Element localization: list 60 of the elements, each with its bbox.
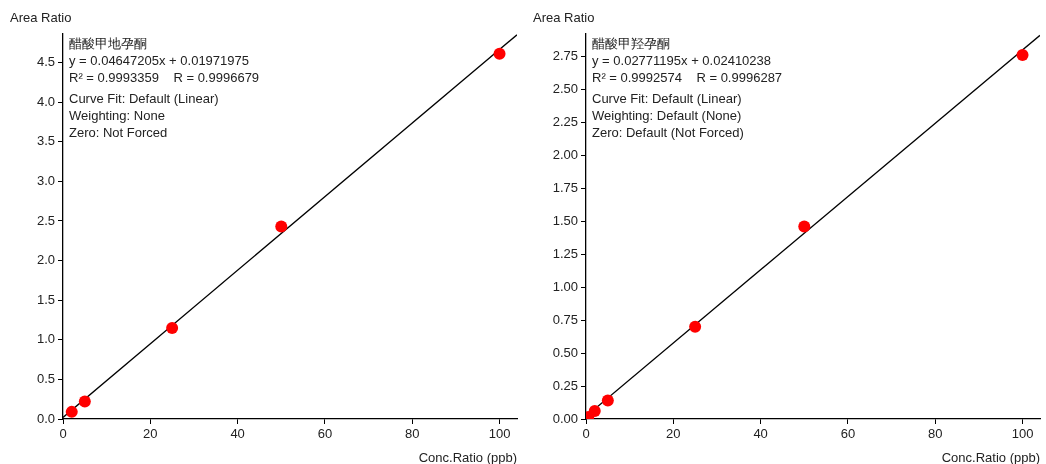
x-tick-label: 0 bbox=[59, 426, 67, 442]
y-tick-label: 0.5 bbox=[36, 370, 55, 386]
point bbox=[601, 394, 614, 407]
x-axis-title: Conc.Ratio (ppb) bbox=[418, 450, 517, 464]
y-tick-label: 1.00 bbox=[552, 278, 578, 294]
y-tick-label: 0.00 bbox=[552, 410, 578, 426]
x-axis-title: Conc.Ratio (ppb) bbox=[941, 450, 1040, 464]
y-axis-title: Area Ratio bbox=[533, 10, 595, 25]
annotation: 醋酸甲地孕酮 bbox=[69, 36, 147, 51]
annotation: y = 0.02771195x + 0.02410238 bbox=[592, 53, 772, 68]
y-tick-label: 2.50 bbox=[552, 80, 578, 96]
x-tick-label: 100 bbox=[1011, 426, 1034, 442]
point bbox=[588, 405, 601, 418]
x-tick-label: 60 bbox=[840, 426, 856, 442]
annotation: Curve Fit: Default (Linear) bbox=[69, 91, 219, 106]
annotation: Weighting: Default (None) bbox=[592, 108, 742, 123]
y-tick-label: 0.50 bbox=[552, 344, 578, 360]
point bbox=[65, 405, 78, 418]
y-tick-label: 0.75 bbox=[552, 311, 578, 327]
y-tick-label: 1.5 bbox=[36, 291, 55, 307]
x-tick-label: 0 bbox=[582, 426, 590, 442]
annotation: Zero: Default (Not Forced) bbox=[592, 125, 744, 140]
annotation: 醋酸甲羟孕酮 bbox=[592, 36, 670, 51]
y-tick-label: 2.75 bbox=[552, 47, 578, 63]
y-tick-label: 1.75 bbox=[552, 179, 578, 195]
y-tick-label: 3.5 bbox=[36, 133, 55, 149]
annotation: y = 0.04647205x + 0.01971975 bbox=[69, 53, 249, 68]
y-tick-label: 1.0 bbox=[36, 331, 55, 347]
annotation: R² = 0.9992574 R = 0.9996287 bbox=[592, 70, 783, 85]
x-tick-label: 80 bbox=[928, 426, 943, 442]
y-tick-label: 0.0 bbox=[36, 410, 55, 426]
point bbox=[275, 220, 288, 233]
y-tick-label: 4.0 bbox=[36, 93, 55, 109]
point bbox=[1016, 49, 1029, 62]
x-tick-label: 100 bbox=[488, 426, 511, 442]
y-tick-label: 2.00 bbox=[552, 146, 578, 162]
x-tick-label: 20 bbox=[666, 426, 681, 442]
y-tick-label: 1.50 bbox=[552, 212, 578, 228]
y-tick-label: 2.25 bbox=[552, 113, 578, 129]
x-tick-label: 40 bbox=[230, 426, 245, 442]
annotation: Weighting: None bbox=[69, 108, 165, 123]
x-tick-label: 80 bbox=[405, 426, 420, 442]
y-tick-label: 2.0 bbox=[36, 252, 55, 268]
point bbox=[798, 220, 811, 233]
x-tick-label: 60 bbox=[317, 426, 333, 442]
y-tick-label: 1.25 bbox=[552, 245, 578, 261]
point bbox=[493, 47, 506, 60]
annotation: Zero: Not Forced bbox=[69, 125, 168, 140]
point bbox=[689, 320, 702, 333]
y-tick-label: 0.25 bbox=[552, 377, 578, 393]
annotation: Curve Fit: Default (Linear) bbox=[592, 91, 742, 106]
point bbox=[78, 395, 91, 408]
annotation: R² = 0.9993359 R = 0.9996679 bbox=[69, 70, 260, 85]
y-tick-label: 2.5 bbox=[36, 212, 55, 228]
y-tick-label: 3.0 bbox=[36, 172, 55, 188]
x-tick-label: 40 bbox=[753, 426, 768, 442]
point bbox=[166, 321, 179, 334]
y-axis-title: Area Ratio bbox=[10, 10, 72, 25]
x-tick-label: 20 bbox=[143, 426, 158, 442]
y-tick-label: 4.5 bbox=[36, 54, 55, 70]
